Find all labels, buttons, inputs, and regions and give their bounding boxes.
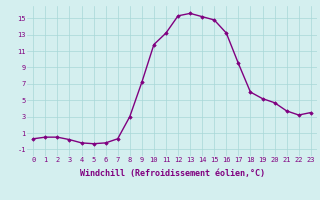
X-axis label: Windchill (Refroidissement éolien,°C): Windchill (Refroidissement éolien,°C) [79, 169, 265, 178]
